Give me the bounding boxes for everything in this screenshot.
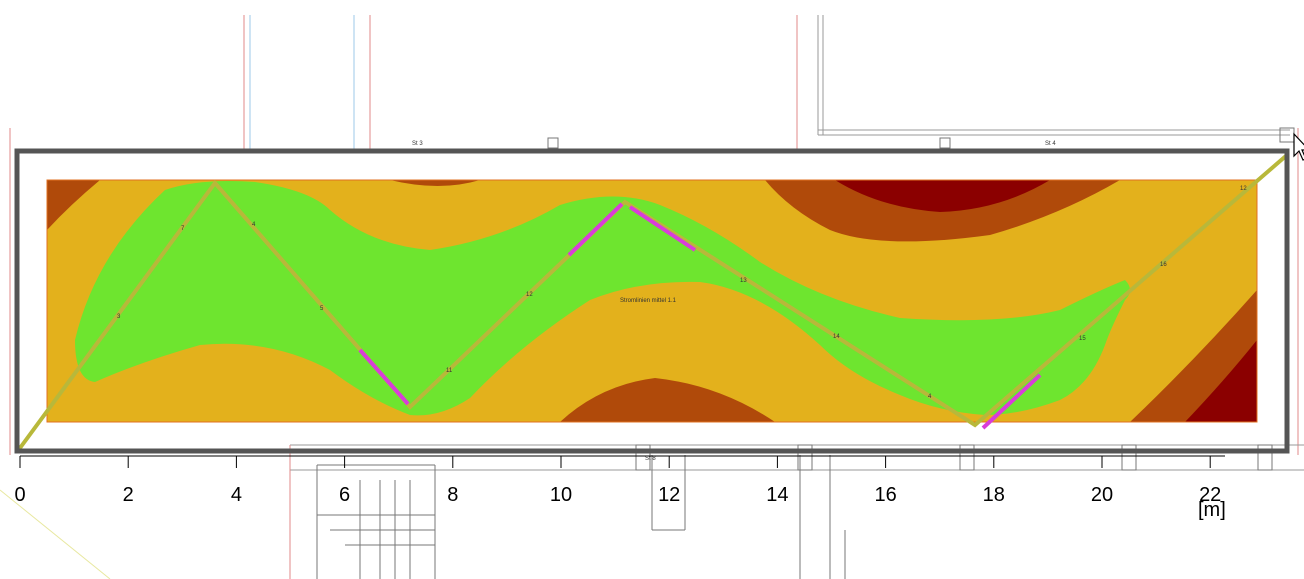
scale-tick-label: 8 bbox=[447, 484, 458, 506]
mouse-pointer-icon bbox=[1293, 132, 1304, 161]
svg-text:12: 12 bbox=[1240, 186, 1247, 192]
center-label: Stromlinien mittel 1.1 bbox=[620, 298, 677, 304]
scale-unit-label: [m] bbox=[1198, 499, 1226, 521]
room-outline bbox=[46, 179, 1258, 423]
plan-label-top-left: St 3 bbox=[412, 141, 423, 147]
scale-tick-label: 4 bbox=[231, 484, 242, 506]
svg-text:14: 14 bbox=[833, 334, 840, 340]
scale-tick-label: 14 bbox=[766, 484, 788, 506]
scale-tick-label: 20 bbox=[1091, 484, 1113, 506]
scale-ticks: 0 2 4 6 8 10 12 14 16 18 20 22 bbox=[14, 456, 1221, 506]
zone-brown-top-middle bbox=[390, 180, 480, 186]
svg-text:13: 13 bbox=[740, 278, 747, 284]
scale-tick-label: 6 bbox=[339, 484, 350, 506]
measurement-path bbox=[18, 153, 1289, 450]
svg-text:15: 15 bbox=[1079, 336, 1086, 342]
highlight-segment-4 bbox=[981, 373, 1042, 430]
path-labels: 3 7 4 5 11 12 13 14 4 15 16 12 bbox=[117, 186, 1247, 400]
svg-text:4: 4 bbox=[928, 394, 932, 400]
plan-label-top-right: St 4 bbox=[1045, 141, 1056, 147]
scale-bar: 0 2 4 6 8 10 12 14 16 18 20 22 [m] bbox=[14, 455, 1226, 521]
highlight-segment-2 bbox=[567, 202, 624, 257]
svg-text:5: 5 bbox=[320, 306, 324, 312]
plan-label-bottom: St 8 bbox=[645, 456, 656, 462]
scale-tick-label: 22 bbox=[1199, 484, 1221, 506]
scale-tick-label: 0 bbox=[14, 484, 25, 506]
scale-tick-label: 2 bbox=[123, 484, 134, 506]
zone-brown-bottom-middle bbox=[560, 378, 775, 422]
svg-text:11: 11 bbox=[446, 368, 453, 374]
highlight-segment-1 bbox=[358, 348, 410, 406]
floor-plan-background bbox=[0, 15, 1304, 579]
scale-tick-label: 18 bbox=[983, 484, 1005, 506]
highlight-segment-3 bbox=[628, 205, 697, 252]
scale-tick-label: 10 bbox=[550, 484, 572, 506]
scale-tick-label: 12 bbox=[658, 484, 680, 506]
svg-text:3: 3 bbox=[117, 314, 121, 320]
svg-text:12: 12 bbox=[526, 292, 533, 298]
highlighted-segments bbox=[358, 202, 1042, 430]
svg-text:7: 7 bbox=[181, 226, 185, 232]
zone-brown-top-left bbox=[47, 180, 100, 230]
svg-text:16: 16 bbox=[1160, 262, 1167, 268]
zone-red-bottom-right bbox=[1185, 340, 1257, 422]
zone-red-top-right bbox=[835, 180, 1050, 212]
scale-tick-label: 16 bbox=[874, 484, 896, 506]
svg-text:4: 4 bbox=[252, 222, 256, 228]
analysis-frame bbox=[14, 148, 1290, 454]
